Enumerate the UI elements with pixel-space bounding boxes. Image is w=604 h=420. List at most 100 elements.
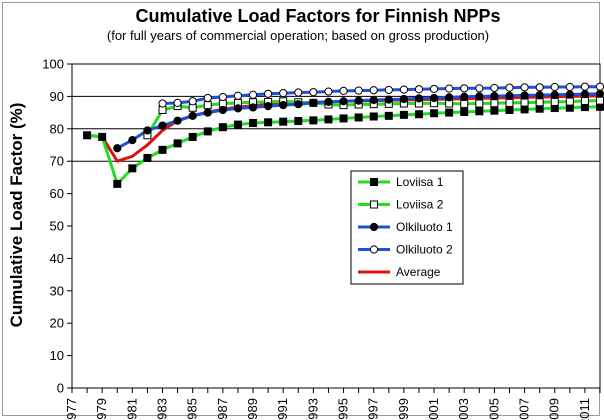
data-point-olkiluoto-1 xyxy=(158,121,167,130)
data-point-loviisa-1 xyxy=(520,105,529,114)
data-point-olkiluoto-2 xyxy=(324,87,333,96)
data-point-olkiluoto-2 xyxy=(445,84,454,93)
data-point-olkiluoto-2 xyxy=(354,86,363,95)
data-point-loviisa-2 xyxy=(203,101,212,110)
y-tick-label: 30 xyxy=(50,283,64,298)
data-point-loviisa-1 xyxy=(203,127,212,136)
x-axis-ticks: 1977 1979 1981 1983 1985 1987 1989 1991 1993 1995… xyxy=(64,388,601,420)
legend-marker-loviisa-2 xyxy=(370,200,378,209)
data-point-loviisa-1 xyxy=(384,111,393,120)
data-point-olkiluoto-1 xyxy=(264,102,273,111)
data-point-olkiluoto-2 xyxy=(460,84,469,93)
x-tick-label: 2007 xyxy=(517,398,532,420)
data-point-olkiluoto-1 xyxy=(218,105,227,115)
data-point-loviisa-1 xyxy=(414,110,423,119)
data-point-loviisa-1 xyxy=(339,114,348,123)
data-point-loviisa-2 xyxy=(580,96,589,105)
x-tick-label: 1983 xyxy=(155,398,170,420)
y-tick-label: 90 xyxy=(50,89,64,104)
data-point-loviisa-1 xyxy=(218,123,227,132)
data-point-olkiluoto-2 xyxy=(279,89,288,98)
data-point-loviisa-1 xyxy=(294,117,303,126)
legend-label-average: Average xyxy=(396,265,441,279)
data-point-olkiluoto-1 xyxy=(203,108,212,117)
data-point-olkiluoto-1 xyxy=(173,116,182,125)
data-point-loviisa-1 xyxy=(188,132,197,141)
data-point-loviisa-1 xyxy=(143,153,152,162)
data-point-loviisa-1 xyxy=(128,164,137,173)
series-markers xyxy=(83,82,604,188)
x-tick-label: 2001 xyxy=(426,398,441,420)
data-point-loviisa-1 xyxy=(233,120,242,129)
data-point-olkiluoto-2 xyxy=(429,84,439,94)
y-tick-label: 70 xyxy=(50,154,64,169)
data-point-olkiluoto-2 xyxy=(369,86,378,95)
legend-marker-olkiluoto-1 xyxy=(369,222,379,232)
data-point-loviisa-1 xyxy=(324,115,333,124)
data-point-olkiluoto-1 xyxy=(339,97,348,106)
x-tick-label: 1979 xyxy=(94,398,109,420)
y-axis-label: Cumulative Load Factor (%) xyxy=(7,103,26,328)
legend-label-loviisa-1: Loviisa 1 xyxy=(396,175,444,189)
y-tick-label: 60 xyxy=(50,186,64,201)
data-point-olkiluoto-2 xyxy=(535,83,544,92)
data-point-olkiluoto-1 xyxy=(279,101,288,110)
data-point-loviisa-1 xyxy=(309,116,318,125)
data-point-loviisa-2 xyxy=(490,99,499,108)
data-point-olkiluoto-1 xyxy=(490,91,499,101)
legend-label-loviisa-2: Loviisa 2 xyxy=(396,198,444,212)
data-point-olkiluoto-1 xyxy=(294,100,303,109)
data-point-olkiluoto-1 xyxy=(580,90,590,99)
y-tick-label: 40 xyxy=(50,251,64,266)
x-tick-label: 1991 xyxy=(275,398,290,420)
data-point-olkiluoto-2 xyxy=(264,89,273,98)
data-point-loviisa-1 xyxy=(445,108,454,117)
data-point-olkiluoto-1 xyxy=(475,92,484,101)
x-tick-label: 2009 xyxy=(547,398,562,420)
data-point-olkiluoto-1 xyxy=(505,91,514,100)
data-point-loviisa-1 xyxy=(98,132,107,141)
data-point-loviisa-1 xyxy=(369,112,378,121)
legend-label-olkiluoto-2: Olkiluoto 2 xyxy=(396,243,453,257)
data-point-loviisa-2 xyxy=(565,97,574,106)
data-point-loviisa-1 xyxy=(475,107,484,116)
data-point-loviisa-2 xyxy=(475,99,484,108)
data-point-olkiluoto-1 xyxy=(248,103,258,112)
data-point-olkiluoto-1 xyxy=(565,90,574,99)
data-point-olkiluoto-2 xyxy=(218,92,227,102)
x-tick-label: 2011 xyxy=(577,398,592,420)
data-point-olkiluoto-2 xyxy=(339,86,348,95)
y-tick-label: 20 xyxy=(50,316,64,331)
data-point-olkiluoto-1 xyxy=(384,95,393,104)
data-point-olkiluoto-2 xyxy=(520,83,529,92)
data-point-olkiluoto-2 xyxy=(233,91,243,100)
data-point-loviisa-1 xyxy=(113,179,122,188)
y-tick-label: 0 xyxy=(57,381,64,396)
data-point-olkiluoto-2 xyxy=(580,82,590,91)
y-tick-label: 50 xyxy=(50,219,64,234)
data-point-loviisa-1 xyxy=(279,117,288,126)
data-point-olkiluoto-1 xyxy=(113,144,122,153)
x-tick-label: 1981 xyxy=(124,398,139,420)
y-tick-label: 10 xyxy=(50,348,64,363)
data-point-olkiluoto-1 xyxy=(535,91,544,100)
data-point-loviisa-1 xyxy=(535,104,544,113)
data-point-loviisa-1 xyxy=(399,110,408,119)
data-point-loviisa-1 xyxy=(173,139,182,148)
x-tick-label: 1989 xyxy=(245,398,260,420)
legend: Loviisa 1 Loviisa 2 Olkiluoto 1 Olkiluoto 2… xyxy=(350,170,464,285)
data-point-loviisa-2 xyxy=(520,98,529,107)
data-point-olkiluoto-2 xyxy=(505,83,514,92)
data-point-loviisa-1 xyxy=(249,118,258,127)
data-point-olkiluoto-2 xyxy=(414,85,424,94)
data-point-olkiluoto-1 xyxy=(399,94,408,104)
data-point-olkiluoto-1 xyxy=(595,89,604,98)
data-point-loviisa-1 xyxy=(158,145,167,154)
x-tick-label: 1993 xyxy=(305,398,320,420)
data-point-olkiluoto-1 xyxy=(369,95,378,105)
data-point-loviisa-1 xyxy=(490,106,499,115)
data-point-olkiluoto-1 xyxy=(309,98,318,107)
data-point-loviisa-2 xyxy=(460,99,469,108)
data-point-olkiluoto-1 xyxy=(550,90,559,99)
y-tick-label: 80 xyxy=(50,121,64,136)
